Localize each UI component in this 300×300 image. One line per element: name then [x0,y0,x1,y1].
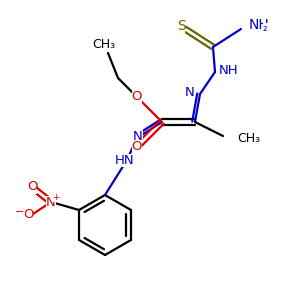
Text: HN: HN [115,154,135,166]
Text: −: − [15,207,25,217]
Text: O: O [132,140,142,154]
Text: +: + [52,193,60,202]
Text: O: O [23,208,33,221]
Text: CH₃: CH₃ [92,38,116,52]
Text: ₂: ₂ [263,23,268,33]
Text: NH: NH [249,18,270,32]
Text: CH₃: CH₃ [237,133,260,146]
Text: O: O [27,181,37,194]
Text: N: N [185,85,195,98]
Text: S: S [177,19,185,33]
Text: N: N [46,196,56,208]
Text: N: N [133,130,143,142]
Text: O: O [132,91,142,103]
Text: NH: NH [219,64,239,76]
